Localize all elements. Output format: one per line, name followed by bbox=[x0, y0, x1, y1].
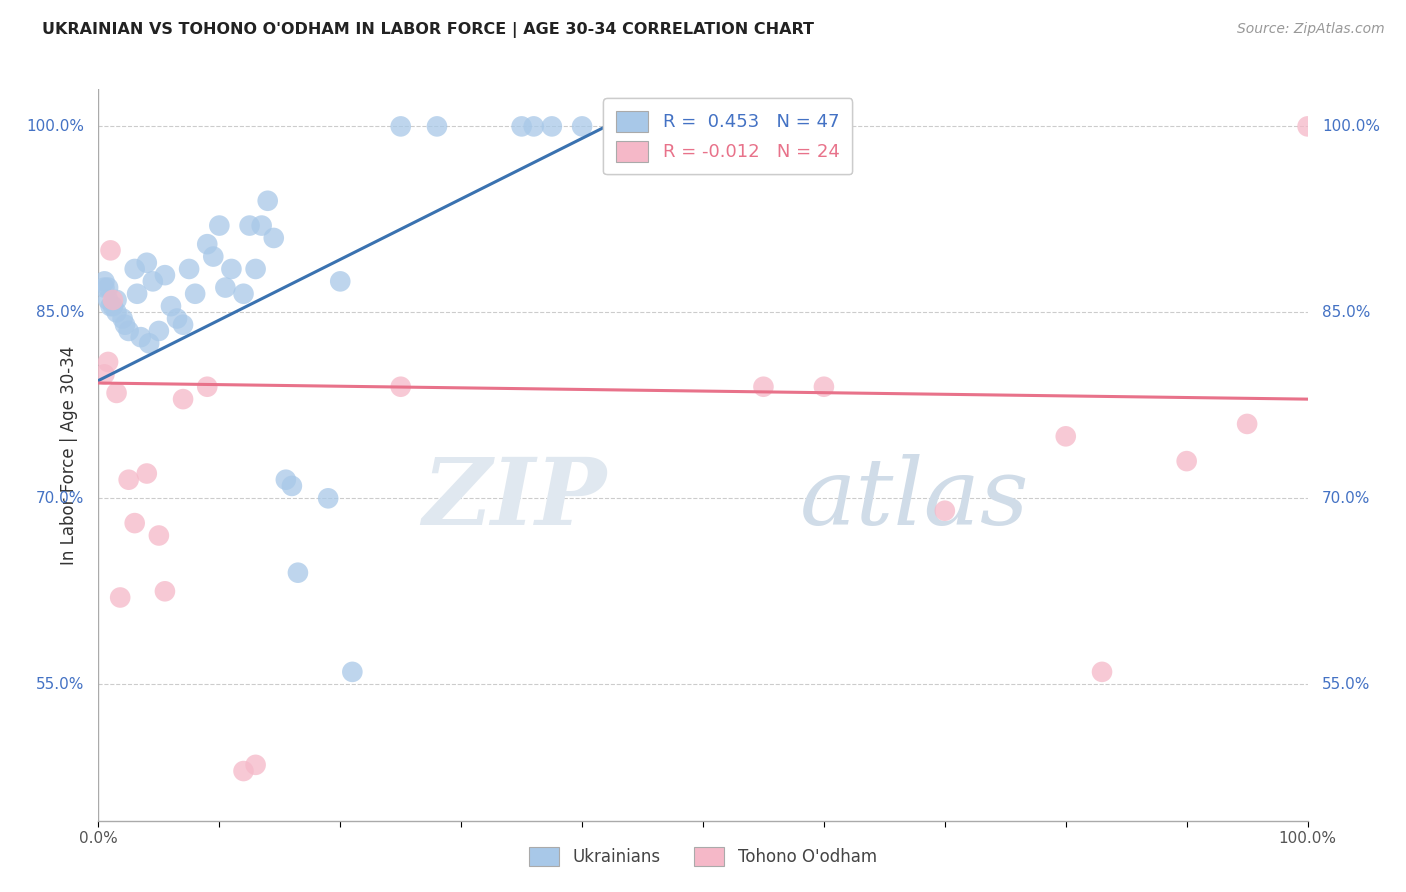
Text: 100.0%: 100.0% bbox=[25, 119, 84, 134]
Point bbox=[93, 274, 115, 288]
Point bbox=[100, 244, 122, 258]
Legend: R =  0.453   N = 47, R = -0.012   N = 24: R = 0.453 N = 47, R = -0.012 N = 24 bbox=[603, 98, 852, 174]
Point bbox=[232, 286, 254, 301]
Point bbox=[540, 120, 562, 134]
Point bbox=[135, 467, 157, 481]
Point bbox=[184, 286, 207, 301]
Point bbox=[571, 120, 593, 134]
Point bbox=[135, 256, 157, 270]
Point bbox=[239, 219, 262, 233]
Point bbox=[105, 293, 128, 307]
Text: 55.0%: 55.0% bbox=[1322, 677, 1371, 692]
Point bbox=[263, 231, 285, 245]
Point bbox=[1054, 429, 1077, 443]
Point bbox=[93, 280, 115, 294]
Point bbox=[202, 250, 225, 264]
Point bbox=[101, 293, 124, 307]
Text: 55.0%: 55.0% bbox=[35, 677, 84, 692]
Point bbox=[118, 324, 141, 338]
Point bbox=[195, 237, 218, 252]
Point bbox=[752, 380, 775, 394]
Point bbox=[510, 120, 533, 134]
Point bbox=[250, 219, 273, 233]
Point bbox=[160, 299, 183, 313]
Point bbox=[1175, 454, 1198, 468]
Point bbox=[118, 473, 141, 487]
Text: 70.0%: 70.0% bbox=[35, 491, 84, 506]
Point bbox=[523, 120, 546, 134]
Point bbox=[148, 528, 170, 542]
Point bbox=[934, 504, 956, 518]
Point bbox=[256, 194, 278, 208]
Point bbox=[166, 311, 188, 326]
Point bbox=[172, 392, 194, 406]
Y-axis label: In Labor Force | Age 30-34: In Labor Force | Age 30-34 bbox=[59, 345, 77, 565]
Text: 70.0%: 70.0% bbox=[1322, 491, 1371, 506]
Point bbox=[221, 262, 243, 277]
Point bbox=[177, 262, 201, 277]
Point bbox=[114, 318, 136, 332]
Point bbox=[100, 299, 122, 313]
Point bbox=[105, 386, 128, 401]
Point bbox=[342, 665, 364, 679]
Text: 85.0%: 85.0% bbox=[1322, 305, 1371, 320]
Point bbox=[232, 764, 254, 778]
Point bbox=[129, 330, 152, 344]
Point bbox=[245, 757, 267, 772]
Text: atlas: atlas bbox=[800, 454, 1029, 544]
Point bbox=[142, 274, 165, 288]
Point bbox=[153, 584, 176, 599]
Point bbox=[148, 324, 170, 338]
Point bbox=[1091, 665, 1114, 679]
Point bbox=[316, 491, 339, 506]
Point bbox=[389, 120, 412, 134]
Point bbox=[426, 120, 449, 134]
Point bbox=[195, 380, 218, 394]
Text: Source: ZipAtlas.com: Source: ZipAtlas.com bbox=[1237, 22, 1385, 37]
Point bbox=[813, 380, 835, 394]
Point bbox=[138, 336, 160, 351]
Point bbox=[108, 591, 131, 605]
Point bbox=[287, 566, 309, 580]
Text: 100.0%: 100.0% bbox=[1322, 119, 1381, 134]
Point bbox=[124, 262, 146, 277]
Point bbox=[101, 299, 124, 313]
Point bbox=[389, 380, 412, 394]
Point bbox=[329, 274, 352, 288]
Text: ZIP: ZIP bbox=[422, 454, 606, 544]
Text: 85.0%: 85.0% bbox=[35, 305, 84, 320]
Point bbox=[124, 516, 146, 530]
Point bbox=[97, 293, 120, 307]
Point bbox=[97, 355, 120, 369]
Point bbox=[214, 280, 236, 294]
Point bbox=[1236, 417, 1258, 431]
Point bbox=[274, 473, 297, 487]
Point bbox=[281, 479, 304, 493]
Point bbox=[127, 286, 149, 301]
Legend: Ukrainians, Tohono O'odham: Ukrainians, Tohono O'odham bbox=[522, 838, 884, 875]
Point bbox=[111, 311, 134, 326]
Point bbox=[1296, 120, 1319, 134]
Point bbox=[172, 318, 194, 332]
Point bbox=[93, 368, 115, 382]
Point bbox=[97, 280, 120, 294]
Point bbox=[105, 305, 128, 319]
Text: UKRAINIAN VS TOHONO O'ODHAM IN LABOR FORCE | AGE 30-34 CORRELATION CHART: UKRAINIAN VS TOHONO O'ODHAM IN LABOR FOR… bbox=[42, 22, 814, 38]
Point bbox=[208, 219, 231, 233]
Point bbox=[153, 268, 176, 282]
Point bbox=[245, 262, 267, 277]
